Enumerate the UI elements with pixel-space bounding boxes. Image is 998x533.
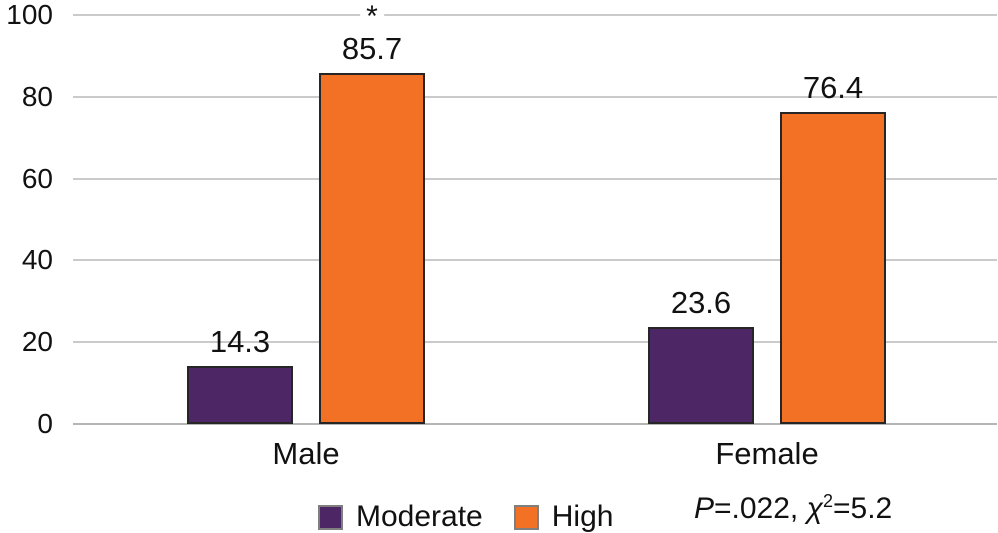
chi-symbol: χ bbox=[806, 492, 823, 525]
y-tick-label-40: 40 bbox=[21, 244, 53, 276]
y-tick-label-0: 0 bbox=[37, 408, 53, 439]
bar-female-moderate bbox=[648, 327, 754, 424]
x-category-label-male: Male bbox=[272, 436, 340, 471]
legend-swatch-high-icon bbox=[513, 504, 539, 530]
stats-annotation: P=.022, χ2=5.2 bbox=[694, 492, 892, 527]
gridline-0 bbox=[73, 423, 997, 425]
y-tick-label-80: 80 bbox=[21, 80, 53, 112]
legend-item-moderate: Moderate bbox=[318, 502, 483, 532]
gridline-20 bbox=[73, 341, 997, 344]
value-label-female-moderate: 23.6 bbox=[670, 285, 732, 321]
value-label-female-high: 76.4 bbox=[802, 69, 864, 105]
bar-female-high bbox=[780, 111, 886, 424]
legend-label-high: High bbox=[551, 500, 614, 533]
y-tick-label-20: 20 bbox=[21, 326, 53, 358]
y-tick-label-100: 100 bbox=[6, 0, 53, 30]
bar-male-high bbox=[319, 73, 425, 424]
y-tick-label-60: 60 bbox=[21, 162, 53, 194]
value-label-male-moderate: 14.3 bbox=[209, 323, 271, 359]
legend-label-moderate: Moderate bbox=[356, 500, 483, 533]
legend-swatch-moderate-icon bbox=[318, 504, 343, 530]
gridline-40 bbox=[73, 259, 997, 262]
chi-exponent: 2 bbox=[822, 491, 833, 511]
gridline-100 bbox=[73, 14, 997, 16]
chi-value-text: =5.2 bbox=[833, 492, 893, 525]
significance-asterisk: * bbox=[360, 0, 384, 35]
p-symbol: P bbox=[694, 492, 715, 525]
bar-male-moderate bbox=[187, 365, 293, 424]
p-value-text: =.022, bbox=[714, 492, 807, 525]
value-label-male-high: 85.7 bbox=[341, 31, 403, 67]
gridline-80 bbox=[73, 95, 997, 98]
chart-legend: Moderate High bbox=[318, 502, 613, 532]
x-category-label-female: Female bbox=[715, 436, 819, 471]
gridline-60 bbox=[73, 177, 997, 180]
legend-item-high: High bbox=[513, 500, 614, 533]
